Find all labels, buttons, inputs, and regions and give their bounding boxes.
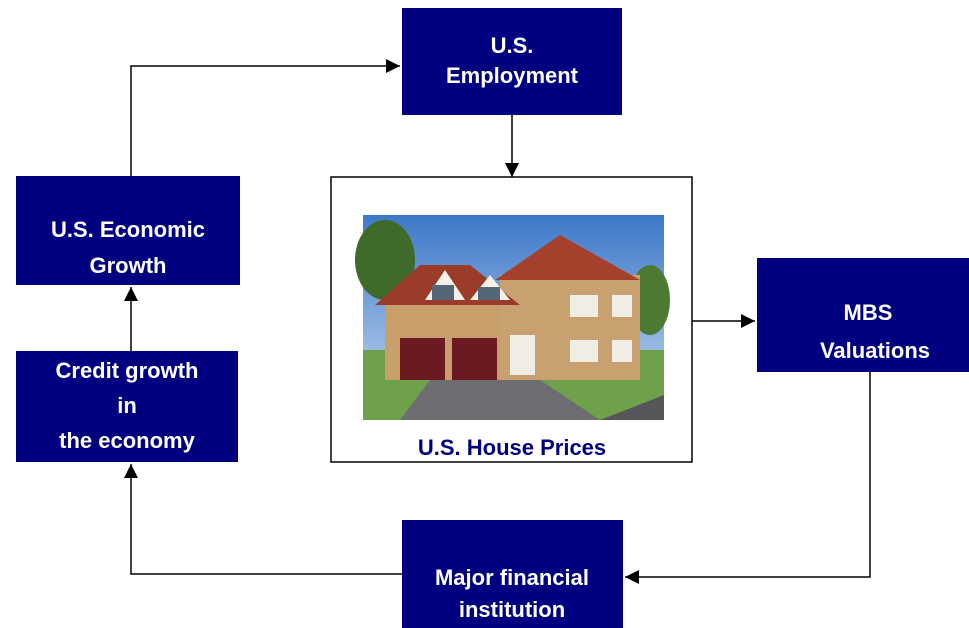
node-label: Major financial	[435, 565, 589, 590]
node-label: MBS	[844, 300, 893, 325]
node-label: U.S. House Prices	[418, 435, 606, 460]
arrow	[131, 66, 400, 176]
node-label: the economy	[59, 428, 195, 453]
node-label: U.S. Economic	[51, 217, 205, 242]
node-label: institution	[459, 597, 565, 622]
node-box	[402, 8, 622, 115]
node-label: Credit growth	[56, 358, 199, 383]
node-label: U.S.	[491, 33, 534, 58]
house-photo	[355, 215, 670, 420]
node-label: Employment	[446, 63, 579, 88]
node-label: Valuations	[820, 338, 930, 363]
node-label: Growth	[90, 253, 167, 278]
diagram: U.S. Employment U.S. House Prices MBS Va…	[0, 0, 969, 628]
node-label: in	[117, 393, 137, 418]
arrow	[131, 464, 402, 574]
